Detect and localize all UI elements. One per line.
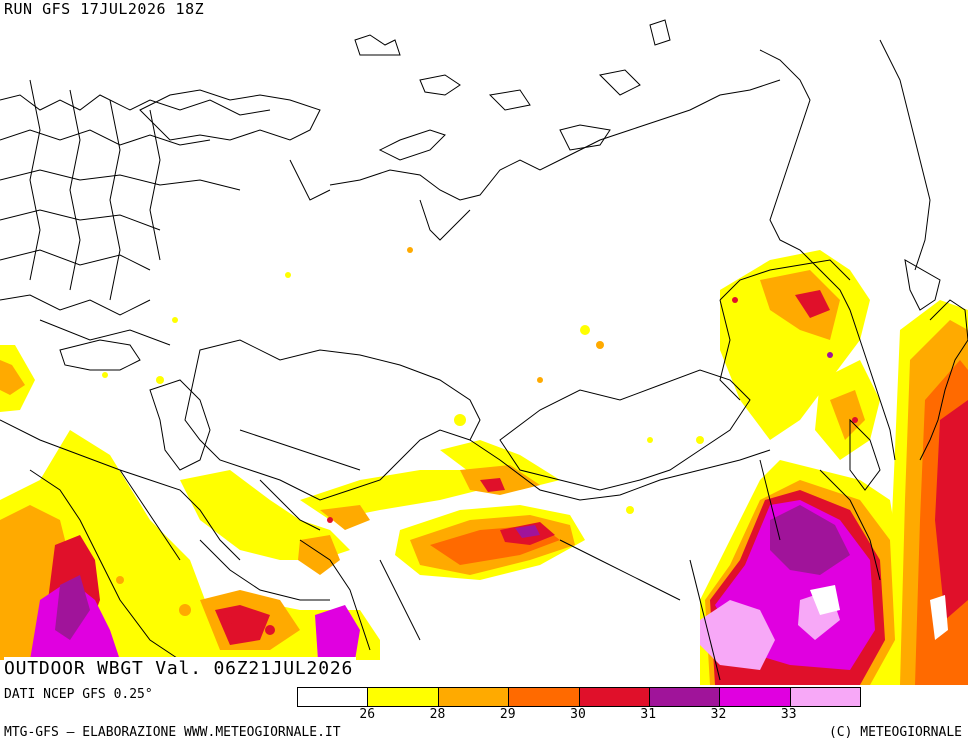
field-manchuria-30: [795, 290, 830, 318]
field-china-31: [770, 505, 850, 575]
field-tarim-30: [480, 478, 505, 492]
credit-left: MTG-GFS — ELABORAZIONE WWW.METEOGIORNALE…: [4, 725, 341, 740]
wbgt-field: [0, 247, 968, 685]
wbgt-map: [0, 19, 968, 685]
legend-label: 30: [570, 707, 586, 722]
field-taklamakan-31: [515, 525, 540, 538]
legend-swatch: [438, 688, 510, 706]
legend-swatch: [579, 688, 650, 706]
legend-swatch: [368, 688, 439, 706]
legend-label: 31: [640, 707, 657, 722]
borders: [0, 19, 968, 681]
legend-swatch: [649, 688, 721, 706]
data-source-label: DATI NCEP GFS 0.25°: [4, 687, 153, 702]
field-afghan-28: [298, 535, 340, 575]
field-oman-32: [315, 605, 360, 660]
color-legend: [297, 687, 861, 707]
field-gulf-30: [215, 605, 270, 645]
field-tarim-26: [440, 440, 560, 490]
field-china-33: [700, 600, 775, 670]
field-manchuria-28: [760, 270, 840, 340]
legend-label: 28: [429, 707, 446, 722]
legend-swatch: [720, 688, 791, 706]
field-japan-30: [935, 400, 968, 620]
legend-label: 32: [710, 707, 727, 722]
legend-bar: [297, 687, 861, 707]
field-turkmen-28: [320, 505, 370, 530]
legend-swatch: [509, 688, 580, 706]
field-scattered-spots: [102, 247, 858, 635]
legend-swatch: [790, 688, 860, 706]
field-iran-26: [180, 470, 350, 560]
legend-label: 29: [499, 707, 516, 722]
field-sinai-28b: [0, 360, 25, 395]
field-china-white: [810, 585, 840, 615]
field-korea-28: [830, 390, 865, 440]
legend-swatch: [298, 688, 369, 706]
legend-label: 33: [780, 707, 797, 722]
field-title: OUTDOOR WBGT Val. 06Z21JUL2026: [4, 657, 357, 681]
credit-right: (C) METEOGIORNALE: [828, 725, 962, 740]
field-arabia-31: [55, 575, 90, 640]
legend-labels: 26 28 29 30 31 32 33: [297, 707, 861, 723]
field-japan-33: [930, 595, 948, 640]
run-title: RUN GFS 17JUL2026 18Z: [4, 0, 209, 18]
legend-label: 26: [359, 707, 376, 722]
